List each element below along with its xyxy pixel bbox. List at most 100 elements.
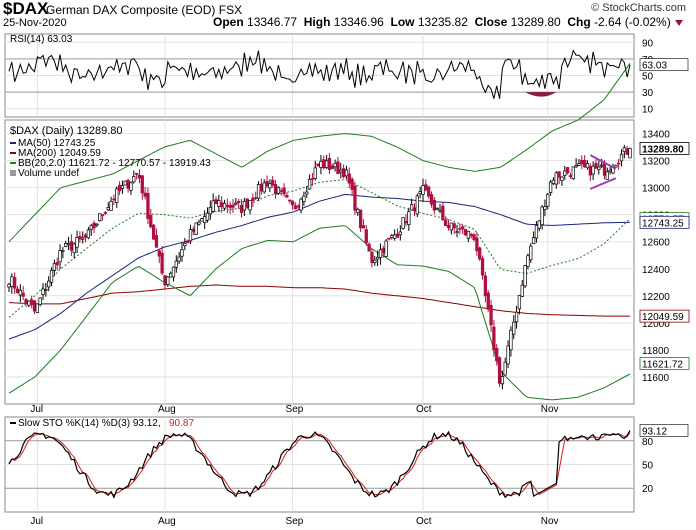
candle-body xyxy=(582,159,587,168)
chg-value: -2.64 (-0.02%) xyxy=(594,15,671,29)
candle-body xyxy=(327,157,332,170)
stoch-value-tag xyxy=(639,424,689,437)
candle-body xyxy=(217,200,221,207)
candle-body xyxy=(168,272,173,278)
candle-body xyxy=(307,179,312,190)
candle-body xyxy=(486,292,490,310)
candle-body xyxy=(418,191,422,195)
candle-body xyxy=(203,216,207,224)
rsi-tick-label: 50 xyxy=(642,72,654,83)
candle-body xyxy=(262,182,266,193)
candle-body xyxy=(89,225,93,230)
pattern-lower-line xyxy=(589,177,617,190)
ma200-line xyxy=(8,284,631,317)
bb-lower-line xyxy=(8,225,631,401)
candle-body xyxy=(330,165,334,170)
candle-body xyxy=(140,175,144,194)
candle-body xyxy=(279,190,283,192)
candle-body xyxy=(208,206,212,215)
candle-body xyxy=(344,169,349,177)
candle-body xyxy=(438,209,442,212)
candle-body xyxy=(38,297,42,306)
candle-body xyxy=(256,184,261,199)
candle-body xyxy=(585,163,590,169)
candle-body xyxy=(565,167,570,174)
candle-body xyxy=(367,243,371,252)
stoch-legend: Slow STO %K(14) %D(3) 93.12, xyxy=(18,418,161,429)
candle-body xyxy=(597,166,601,171)
bb-middle-line xyxy=(8,179,631,318)
candle-body xyxy=(299,198,303,211)
candle-body xyxy=(288,199,292,202)
candle-body xyxy=(412,207,417,211)
candle-body xyxy=(27,300,31,306)
candle-body xyxy=(191,228,195,232)
candle-body xyxy=(466,230,471,239)
candle-body xyxy=(18,289,22,296)
candle-body xyxy=(514,311,519,323)
candle-body xyxy=(588,166,592,176)
candle-body xyxy=(180,249,184,257)
ma50-tag-label: 12743.25 xyxy=(642,218,684,229)
candle-body xyxy=(577,163,581,166)
volume-legend-swatch xyxy=(10,170,16,176)
candle-body xyxy=(392,234,397,239)
candle-body xyxy=(599,164,604,167)
candle-body xyxy=(64,243,68,247)
close-label: Close xyxy=(474,15,508,29)
candle-body xyxy=(546,193,550,207)
candle-body xyxy=(543,206,547,210)
candle-body xyxy=(512,321,516,335)
candle-body xyxy=(509,329,513,351)
rsi-value-tag xyxy=(639,58,689,71)
candle-body xyxy=(313,167,317,179)
candle-body xyxy=(452,223,456,229)
bb-lower-tag xyxy=(639,357,690,370)
candle-body xyxy=(619,153,624,162)
candle-body xyxy=(401,217,405,229)
candle-body xyxy=(41,288,45,295)
candle-body xyxy=(378,249,383,258)
rsi-tick-label: 10 xyxy=(642,105,654,116)
candle-body xyxy=(336,161,340,175)
candle-body xyxy=(293,205,298,210)
candle-body xyxy=(177,256,181,262)
ma50-tag xyxy=(639,215,690,229)
candle-body xyxy=(58,250,62,263)
price-tick-label: 13200 xyxy=(642,157,670,168)
candle-body xyxy=(78,236,82,240)
price-tick-label: 12600 xyxy=(642,238,670,249)
candle-body xyxy=(361,225,366,229)
candle-body xyxy=(197,221,201,225)
candle-body xyxy=(183,242,187,247)
candle-body xyxy=(251,197,255,201)
candle-body xyxy=(446,225,451,228)
candle-body xyxy=(83,234,88,238)
candle-body xyxy=(568,175,573,177)
candle-body xyxy=(560,176,564,181)
candle-body xyxy=(10,276,14,287)
candle-body xyxy=(500,376,505,385)
candle-body xyxy=(557,171,561,178)
candle-body xyxy=(523,265,527,287)
candle-body xyxy=(347,173,351,184)
candle-body xyxy=(483,275,488,297)
ma200-legend: MA(200) 12049.59 xyxy=(18,148,101,159)
security-name-text: German DAX Composite (EOD) xyxy=(46,3,216,17)
candle-body xyxy=(432,199,436,211)
candle-body xyxy=(390,235,394,238)
candle-body xyxy=(356,208,360,214)
candle-body xyxy=(614,164,618,168)
candle-body xyxy=(234,202,238,205)
candle-body xyxy=(458,228,462,230)
candle-body xyxy=(370,251,374,264)
candle-body xyxy=(506,345,510,365)
ohlc-summary: Open 13346.77 High 13346.96 Low 13235.82… xyxy=(213,15,683,29)
candle-body xyxy=(120,185,125,189)
candle-body xyxy=(574,165,578,168)
candle-body xyxy=(429,194,434,205)
candle-body xyxy=(13,277,17,289)
open-value: 13346.77 xyxy=(247,15,298,29)
candle-body xyxy=(424,184,428,191)
candle-body xyxy=(265,180,269,187)
